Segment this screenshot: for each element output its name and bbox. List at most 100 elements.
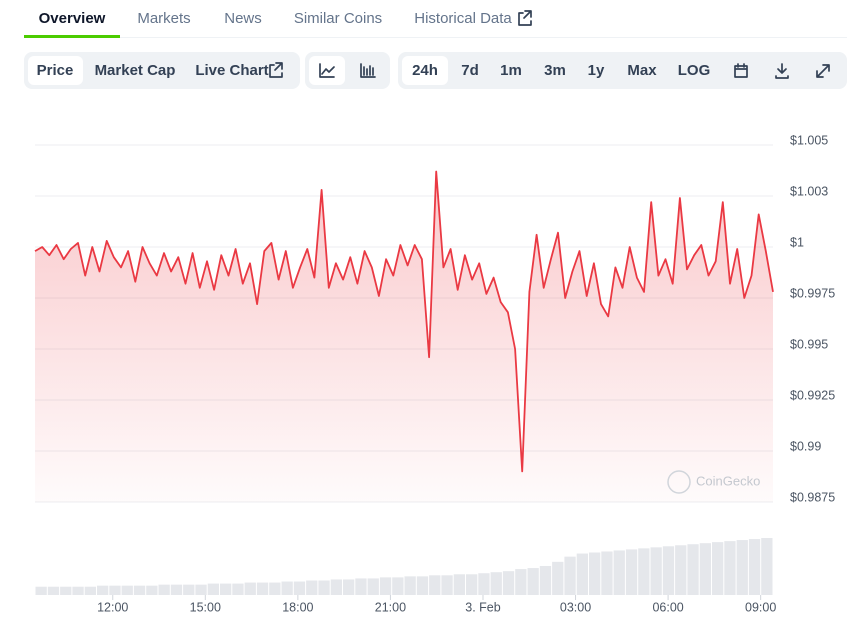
- range-button[interactable]: 3m: [544, 62, 566, 79]
- volume-bar: [195, 584, 207, 595]
- volume-bar: [256, 582, 269, 595]
- volume-bar: [699, 543, 711, 595]
- tab[interactable]: Markets: [137, 10, 190, 27]
- chart-type-button[interactable]: Live Chart: [195, 62, 268, 79]
- x-tick-label: 03:00: [560, 600, 591, 614]
- fullscreen-icon[interactable]: [816, 64, 830, 78]
- range-button[interactable]: 1m: [500, 62, 522, 79]
- volume-bar: [355, 578, 367, 595]
- range-group: [398, 52, 847, 89]
- volume-bar: [515, 569, 527, 595]
- volume-bar: [429, 575, 441, 595]
- y-tick-label: $0.9975: [790, 286, 835, 300]
- x-tick-label: 15:00: [190, 600, 221, 614]
- volume-bar: [269, 582, 281, 595]
- x-tick-label: 06:00: [652, 600, 683, 614]
- y-tick-label: $1.005: [790, 133, 828, 147]
- range-button[interactable]: 1y: [588, 62, 605, 79]
- volume-bar: [502, 571, 515, 595]
- download-icon[interactable]: [775, 63, 789, 79]
- volume-bar: [466, 574, 478, 595]
- chart-type-button[interactable]: Price: [37, 62, 74, 79]
- candle-chart-icon[interactable]: [360, 63, 376, 78]
- volume-bar: [72, 586, 84, 595]
- volume-bar: [539, 565, 552, 595]
- volume-bar: [220, 583, 232, 595]
- line-chart-icon[interactable]: [319, 63, 335, 78]
- volume-bar: [379, 577, 392, 595]
- volume-bar: [207, 583, 219, 595]
- area-fill: [35, 171, 773, 502]
- volume-bar: [404, 576, 416, 595]
- volume-bar: [47, 586, 60, 595]
- watermark-logo: [667, 470, 691, 494]
- volume-bar: [625, 549, 638, 595]
- volume-bar: [392, 577, 404, 595]
- range-button[interactable]: Max: [627, 62, 657, 79]
- range-button[interactable]: 24h: [412, 62, 438, 79]
- y-tick-label: $1: [790, 235, 804, 249]
- volume-bar: [318, 580, 330, 595]
- volume-bar: [158, 584, 170, 595]
- volume-bar: [564, 556, 576, 595]
- volume-bar: [84, 586, 96, 595]
- y-tick-label: $0.995: [790, 337, 828, 351]
- y-tick-label: $1.003: [790, 184, 828, 198]
- tab[interactable]: News: [224, 10, 262, 27]
- volume-bar: [761, 538, 773, 595]
- volume-bar: [306, 580, 318, 595]
- volume-bar: [97, 585, 109, 595]
- range-button[interactable]: 7d: [461, 62, 479, 79]
- price-line: [34, 170, 774, 473]
- volume-bar: [330, 579, 342, 595]
- volume-bar: [293, 581, 306, 595]
- chart-type-button[interactable]: Market Cap: [95, 62, 176, 79]
- volume-bar: [121, 585, 133, 595]
- x-tick-label: 12:00: [97, 600, 128, 614]
- volume-bar: [232, 583, 244, 595]
- volume-bar: [478, 573, 490, 595]
- x-tick-label: 21:00: [375, 600, 406, 614]
- volume-bar: [576, 553, 588, 595]
- x-tick-label: 3. Feb: [465, 600, 500, 614]
- calendar-icon[interactable]: [734, 63, 748, 78]
- volume-bar: [133, 585, 146, 595]
- volume-bar: [281, 581, 293, 595]
- volume-bar: [35, 586, 47, 595]
- active-button-bg: [402, 56, 448, 85]
- volume-bar: [60, 586, 72, 595]
- volume-bar: [613, 550, 625, 595]
- volume-bar: [748, 539, 761, 595]
- volume-bar: [441, 575, 453, 595]
- tab[interactable]: Similar Coins: [294, 10, 382, 27]
- y-tick-label: $0.9925: [790, 388, 835, 402]
- range-button[interactable]: LOG: [678, 62, 711, 79]
- active-button-bg: [28, 56, 83, 85]
- x-tick-label: 18:00: [282, 600, 313, 614]
- volume-bar: [527, 568, 539, 595]
- tab[interactable]: Historical Data: [414, 10, 512, 27]
- watermark: CoinGecko: [696, 473, 760, 488]
- volume-bar: [736, 540, 748, 595]
- volume-bar: [367, 578, 379, 595]
- volume-bar: [183, 584, 195, 595]
- volume-bar: [712, 542, 724, 595]
- volume-bar: [662, 546, 675, 595]
- volume-bar: [638, 548, 650, 595]
- x-tick-label: 09:00: [745, 600, 776, 614]
- chart-type-group: [24, 52, 300, 89]
- tab[interactable]: Overview: [39, 10, 106, 27]
- external-link-icon: [518, 10, 532, 26]
- y-tick-label: $0.99: [790, 439, 821, 453]
- volume-bar: [552, 561, 564, 595]
- y-tick-label: $0.9875: [790, 490, 835, 504]
- volume-bar: [244, 582, 256, 595]
- external-link-icon: [269, 62, 283, 78]
- volume-bar: [343, 579, 355, 595]
- volume-bar: [650, 547, 662, 595]
- volume-bar: [170, 584, 183, 595]
- volume-bar: [601, 551, 613, 595]
- volume-bar: [453, 574, 465, 595]
- volume-bar: [724, 541, 736, 595]
